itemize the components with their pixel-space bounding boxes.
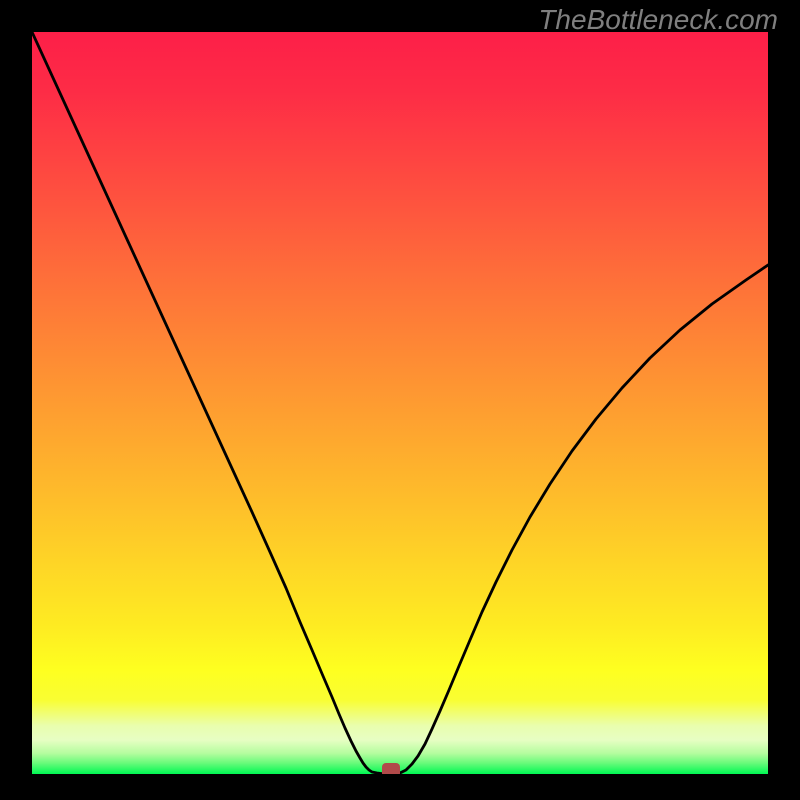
watermark-text: TheBottleneck.com [538, 4, 778, 36]
plot-area [32, 32, 768, 774]
chart-container: TheBottleneck.com [0, 0, 800, 800]
plot-svg [32, 32, 768, 774]
gradient-background [32, 32, 768, 774]
minimum-marker [382, 763, 400, 774]
